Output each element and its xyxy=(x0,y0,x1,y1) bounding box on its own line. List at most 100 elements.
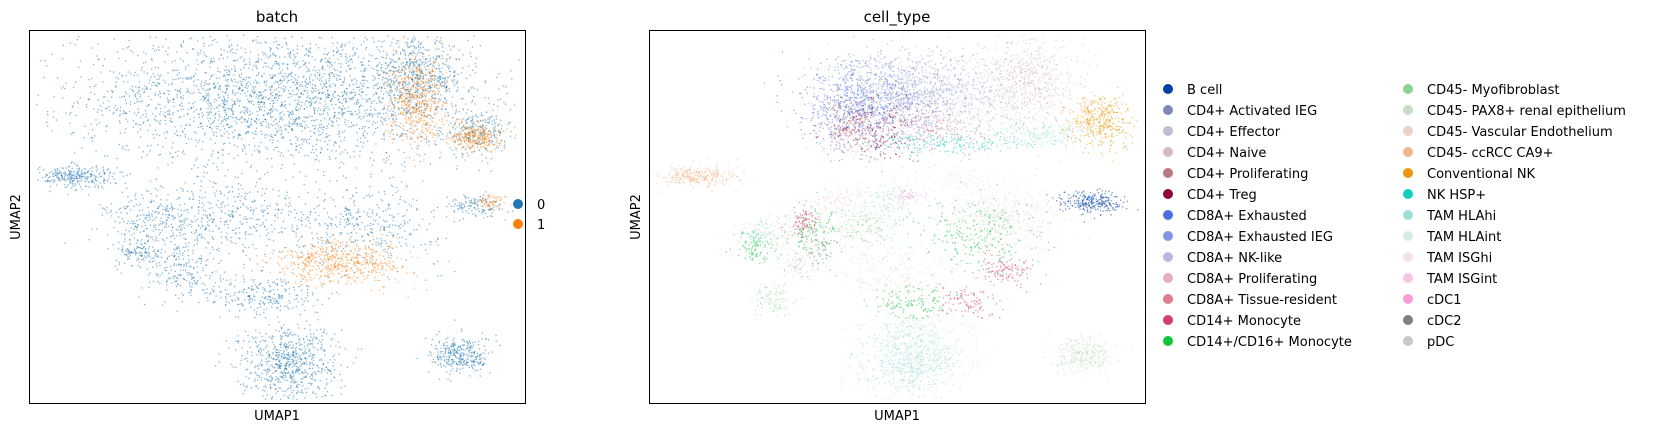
data-point xyxy=(342,103,343,104)
data-point xyxy=(147,228,148,229)
data-point xyxy=(209,220,210,221)
data-point xyxy=(296,146,297,147)
data-point xyxy=(200,126,201,127)
data-point xyxy=(153,251,154,252)
data-point xyxy=(202,283,203,284)
data-point xyxy=(410,138,411,139)
data-point xyxy=(123,221,124,222)
data-point xyxy=(56,119,57,120)
data-point xyxy=(485,97,486,98)
data-point xyxy=(204,172,205,173)
data-point xyxy=(235,201,236,202)
data-point xyxy=(176,229,177,230)
data-point xyxy=(252,113,253,114)
data-point xyxy=(269,86,270,87)
data-point xyxy=(159,104,160,105)
data-point xyxy=(158,78,159,79)
data-point xyxy=(225,104,226,105)
data-point xyxy=(189,77,190,78)
data-point xyxy=(335,217,336,218)
data-point xyxy=(365,126,366,127)
data-point xyxy=(375,128,376,129)
data-point xyxy=(313,305,314,306)
data-point xyxy=(217,68,218,69)
data-point xyxy=(400,224,401,225)
data-point xyxy=(292,230,293,231)
data-point xyxy=(198,225,199,226)
data-point xyxy=(332,37,333,38)
data-point xyxy=(441,42,442,43)
data-point xyxy=(183,61,184,62)
data-point xyxy=(197,243,198,244)
data-point xyxy=(449,88,450,89)
data-point xyxy=(427,65,428,66)
data-point xyxy=(265,82,266,83)
data-point xyxy=(116,260,117,261)
data-point xyxy=(206,84,207,85)
data-point xyxy=(208,84,209,85)
data-point xyxy=(40,60,41,61)
data-point xyxy=(175,249,176,250)
data-point xyxy=(178,256,179,257)
data-point xyxy=(277,289,278,290)
data-point xyxy=(64,243,65,244)
data-point xyxy=(208,100,209,101)
data-point xyxy=(260,123,261,124)
data-point xyxy=(208,93,209,94)
data-point xyxy=(170,277,171,278)
data-point xyxy=(340,66,341,67)
data-point xyxy=(293,54,294,55)
data-point xyxy=(153,201,154,202)
data-point xyxy=(409,91,410,92)
data-point xyxy=(269,135,270,136)
data-point xyxy=(182,234,183,235)
data-point xyxy=(382,200,383,201)
data-point xyxy=(306,107,307,108)
data-point xyxy=(256,97,257,98)
data-point xyxy=(190,292,191,293)
data-point xyxy=(184,233,185,234)
data-point xyxy=(315,91,316,92)
data-point xyxy=(285,228,286,229)
data-point xyxy=(138,101,139,102)
data-point xyxy=(433,210,434,211)
data-point xyxy=(416,94,417,95)
data-point xyxy=(167,113,168,114)
data-point xyxy=(186,143,187,144)
data-point xyxy=(226,124,227,125)
data-point xyxy=(77,39,78,40)
data-point xyxy=(200,190,201,191)
data-point xyxy=(385,118,386,119)
data-point xyxy=(317,78,318,79)
data-point xyxy=(165,244,166,245)
data-point xyxy=(128,71,129,72)
data-point xyxy=(309,81,310,82)
data-point xyxy=(441,68,442,69)
data-point xyxy=(263,309,264,310)
data-point xyxy=(175,89,176,90)
data-point xyxy=(71,171,72,172)
data-point xyxy=(323,129,324,130)
data-point xyxy=(500,99,501,100)
data-point xyxy=(103,171,104,172)
data-point xyxy=(102,115,103,116)
data-point xyxy=(181,293,182,294)
data-point xyxy=(352,92,353,93)
data-point xyxy=(333,234,334,235)
data-point xyxy=(98,59,99,60)
data-point xyxy=(193,253,194,254)
data-point xyxy=(182,152,183,153)
data-point xyxy=(249,111,250,112)
data-point xyxy=(419,225,420,226)
data-point xyxy=(79,170,80,171)
data-point xyxy=(285,73,286,74)
data-point xyxy=(405,58,406,59)
data-point xyxy=(275,209,276,210)
data-point xyxy=(358,212,359,213)
data-point xyxy=(238,316,239,317)
data-point xyxy=(409,204,410,205)
data-point xyxy=(252,244,253,245)
data-point xyxy=(376,245,377,246)
data-point xyxy=(149,201,150,202)
data-point xyxy=(107,181,108,182)
